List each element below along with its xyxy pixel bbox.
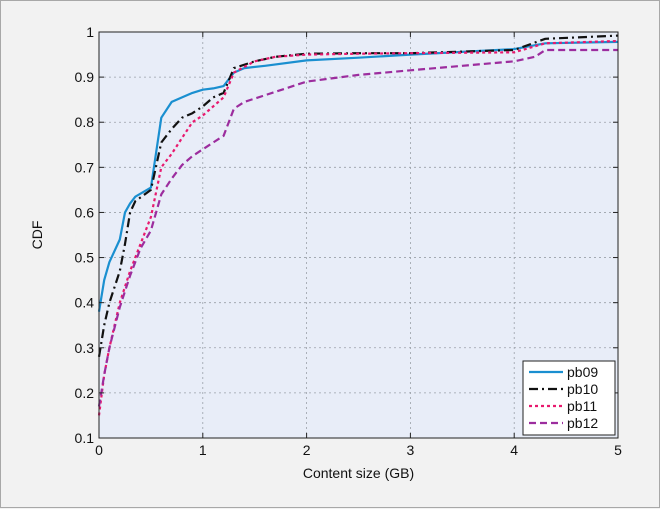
x-tick-label: 2 — [303, 442, 311, 458]
legend-label-pb09: pb09 — [567, 364, 598, 380]
x-tick-label: 0 — [95, 442, 103, 458]
x-tick-label: 4 — [510, 442, 518, 458]
y-tick-labels: 0.1 0.2 0.3 0.4 0.5 0.6 0.7 0.8 0.9 1 — [75, 24, 95, 446]
x-tick-label: 5 — [614, 442, 622, 458]
x-tick-label: 3 — [407, 442, 415, 458]
y-tick-label: 1 — [86, 24, 94, 40]
x-tick-label: 1 — [199, 442, 207, 458]
y-tick-label: 0.5 — [75, 250, 95, 266]
x-axis-title: Content size (GB) — [303, 465, 414, 481]
legend-box — [522, 360, 616, 436]
grid-lines — [99, 32, 618, 438]
y-tick-label: 0.4 — [75, 295, 95, 311]
y-tick-label: 0.3 — [75, 340, 95, 356]
series-line-pb12 — [97, 48, 618, 407]
legend-label-pb12: pb12 — [567, 415, 598, 431]
legend-label-pb10: pb10 — [567, 381, 598, 397]
y-tick-label: 0.9 — [75, 69, 95, 85]
x-tick-labels: 0 1 2 3 4 5 — [95, 442, 622, 458]
y-tick-label: 0.6 — [75, 204, 95, 220]
y-axis-title: CDF — [29, 221, 45, 250]
y-tick-label: 0.8 — [75, 114, 95, 130]
y-tick-label: 0.1 — [75, 430, 95, 446]
series-lines — [97, 34, 619, 416]
series-line-pb09 — [97, 40, 619, 312]
legend-label-pb11: pb11 — [567, 398, 597, 414]
y-tick-label: 0.7 — [75, 159, 95, 175]
plot-frame — [98, 31, 619, 439]
y-tick-label: 0.2 — [75, 385, 95, 401]
series-line-pb11 — [97, 39, 619, 416]
